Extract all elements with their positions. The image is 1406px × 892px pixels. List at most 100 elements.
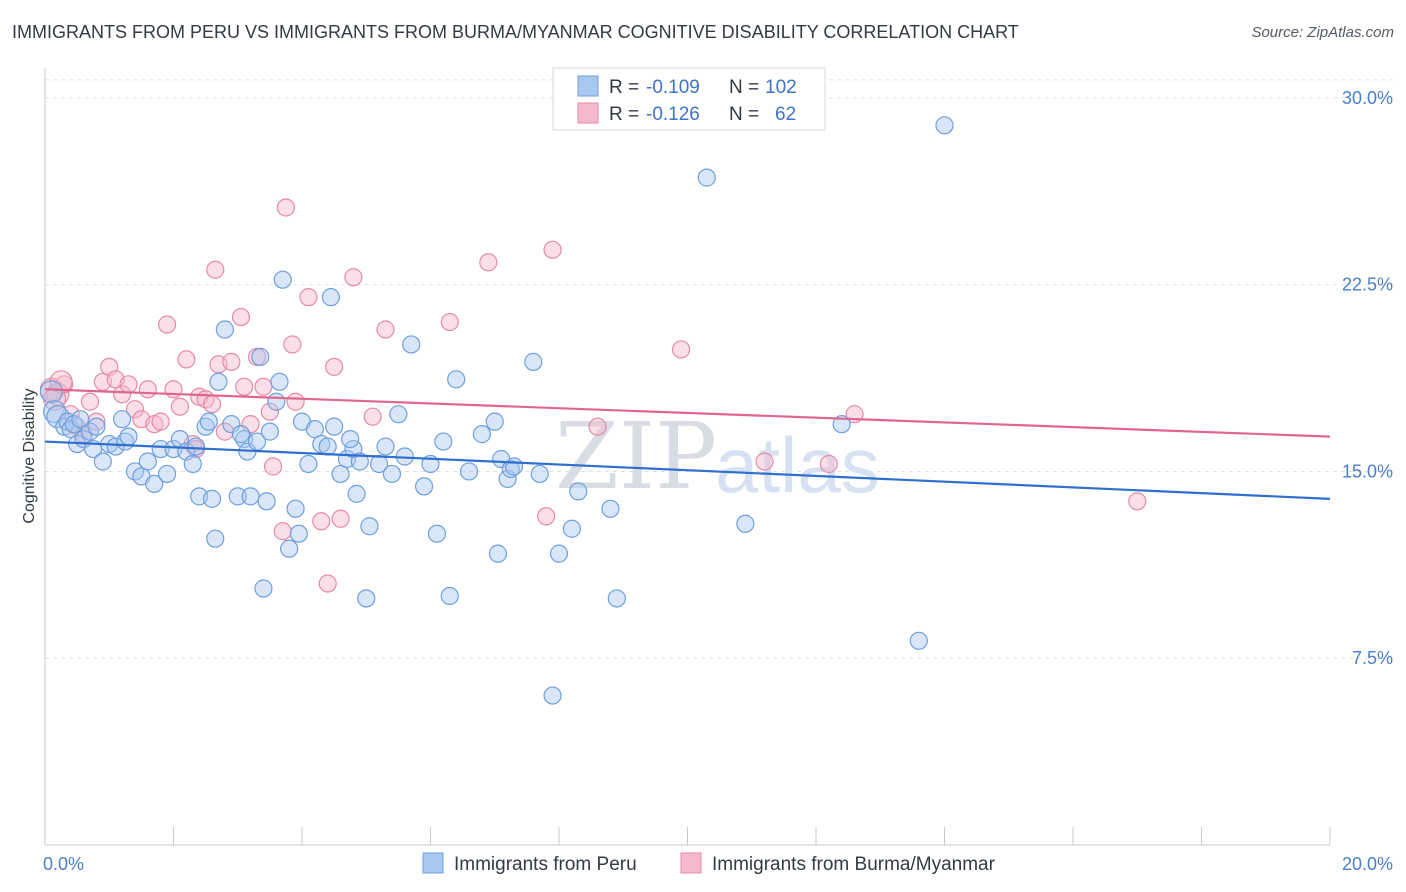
burma-point-21 — [177, 350, 196, 369]
burma-point-27 — [206, 260, 225, 279]
burma-point-56 — [755, 452, 774, 471]
burma-point-15 — [138, 380, 157, 399]
y-tick-label-1: 15.0% — [1342, 461, 1393, 481]
y-tick-label-3: 30.0% — [1342, 88, 1393, 108]
peru-point-15 — [112, 410, 132, 429]
legend-n-value-peru: 102 — [765, 77, 797, 98]
burma-point-30 — [222, 352, 241, 371]
peru-point-91 — [607, 589, 626, 608]
source-label: Source: ZipAtlas.com — [1251, 24, 1394, 41]
peru-point-28 — [196, 417, 215, 436]
peru-point-30 — [202, 489, 222, 508]
series-legend-label-burma: Immigrants from Burma/Myanmar — [712, 854, 996, 875]
burma-point-17 — [151, 412, 170, 431]
burma-point-38 — [273, 522, 292, 541]
peru-point-46 — [273, 270, 292, 289]
burma-point-50 — [440, 312, 459, 332]
peru-point-60 — [347, 484, 366, 503]
peru-point-61 — [350, 452, 369, 471]
burma-point-13 — [125, 400, 145, 419]
peru-point-12 — [93, 452, 112, 471]
legend-r-value-peru: -0.109 — [646, 77, 700, 98]
peru-point-44 — [267, 392, 286, 411]
burma-point-42 — [299, 288, 318, 307]
series-legend-swatch-burma — [680, 852, 702, 874]
legend-r-label-burma: R = — [609, 104, 639, 125]
peru-point-97 — [71, 410, 90, 429]
burma-point-59 — [1128, 492, 1147, 511]
peru-point-0 — [39, 380, 64, 404]
peru-point-42 — [257, 492, 276, 511]
peru-point-100 — [231, 425, 251, 444]
peru-point-22 — [157, 464, 177, 484]
peru-point-89 — [569, 482, 588, 501]
peru-point-11 — [87, 417, 106, 436]
burma-point-26 — [202, 395, 222, 414]
burma-point-57 — [819, 454, 838, 474]
peru-point-96 — [935, 116, 954, 135]
peru-point-34 — [222, 415, 241, 434]
burma-point-43 — [312, 512, 331, 531]
peru-point-35 — [228, 487, 247, 506]
peru-point-66 — [382, 464, 402, 484]
burma-point-40 — [283, 335, 302, 354]
x-tick-label-1: 20.0% — [1342, 854, 1393, 874]
burma-point-51 — [479, 253, 498, 272]
trend-lines — [44, 388, 1331, 500]
burma-point-52 — [537, 507, 556, 526]
y-axis-label: Cognitive Disability — [21, 388, 38, 523]
burma-point-48 — [363, 407, 382, 426]
burma-point-35 — [254, 377, 273, 396]
peru-point-75 — [447, 370, 466, 389]
peru-point-51 — [299, 454, 318, 474]
burma-point-53 — [543, 240, 562, 259]
peru-point-14 — [106, 437, 125, 456]
peru-point-69 — [402, 335, 421, 354]
peru-point-43 — [260, 422, 279, 441]
peru-point-90 — [601, 499, 620, 518]
burma-trend-line — [44, 388, 1331, 438]
peru-point-70 — [414, 477, 434, 496]
peru-point-62 — [357, 589, 376, 608]
legend-swatch-peru — [577, 75, 599, 97]
peru-point-76 — [459, 462, 479, 481]
burma-point-37 — [263, 457, 283, 476]
peru-point-79 — [488, 544, 508, 563]
peru-point-56 — [325, 417, 344, 436]
peru-point-88 — [562, 519, 581, 538]
legend-n-label-peru: N = — [729, 77, 759, 98]
peru-point-65 — [376, 437, 395, 456]
burma-point-6 — [80, 392, 100, 411]
burma-point-46 — [331, 509, 350, 528]
peru-point-95 — [909, 631, 928, 650]
burma-point-12 — [119, 375, 138, 394]
peru-point-83 — [504, 457, 524, 476]
burma-point-55 — [671, 340, 691, 359]
y-tick-label-2: 22.5% — [1342, 275, 1393, 295]
peru-point-74 — [440, 586, 459, 606]
peru-point-94 — [832, 415, 851, 434]
peru-point-86 — [543, 686, 562, 705]
series-legend-label-peru: Immigrants from Peru — [454, 854, 637, 875]
burma-point-47 — [344, 268, 363, 287]
watermark: ZIP atlas — [555, 403, 880, 510]
burma-point-18 — [157, 315, 177, 334]
peru-point-98 — [119, 427, 138, 446]
burma-point-31 — [231, 307, 251, 327]
peru-point-38 — [241, 487, 260, 506]
correlation-legend: R = -0.109 N = 102 R = -0.126 N = 62 — [552, 67, 826, 131]
burma-point-36 — [260, 402, 279, 421]
peru-point-31 — [206, 529, 225, 548]
peru-trend-line — [44, 440, 1331, 500]
watermark-zip: ZIP — [555, 403, 717, 510]
peru-point-55 — [321, 288, 341, 307]
peru-point-99 — [186, 437, 206, 456]
burma-point-41 — [286, 392, 305, 411]
peru-point-93 — [736, 514, 755, 533]
peru-point-73 — [434, 432, 453, 451]
legend-n-label-burma: N = — [729, 104, 759, 125]
peru-point-101 — [341, 429, 360, 449]
burma-point-45 — [325, 357, 344, 376]
series-legend-swatch-peru — [422, 852, 444, 874]
